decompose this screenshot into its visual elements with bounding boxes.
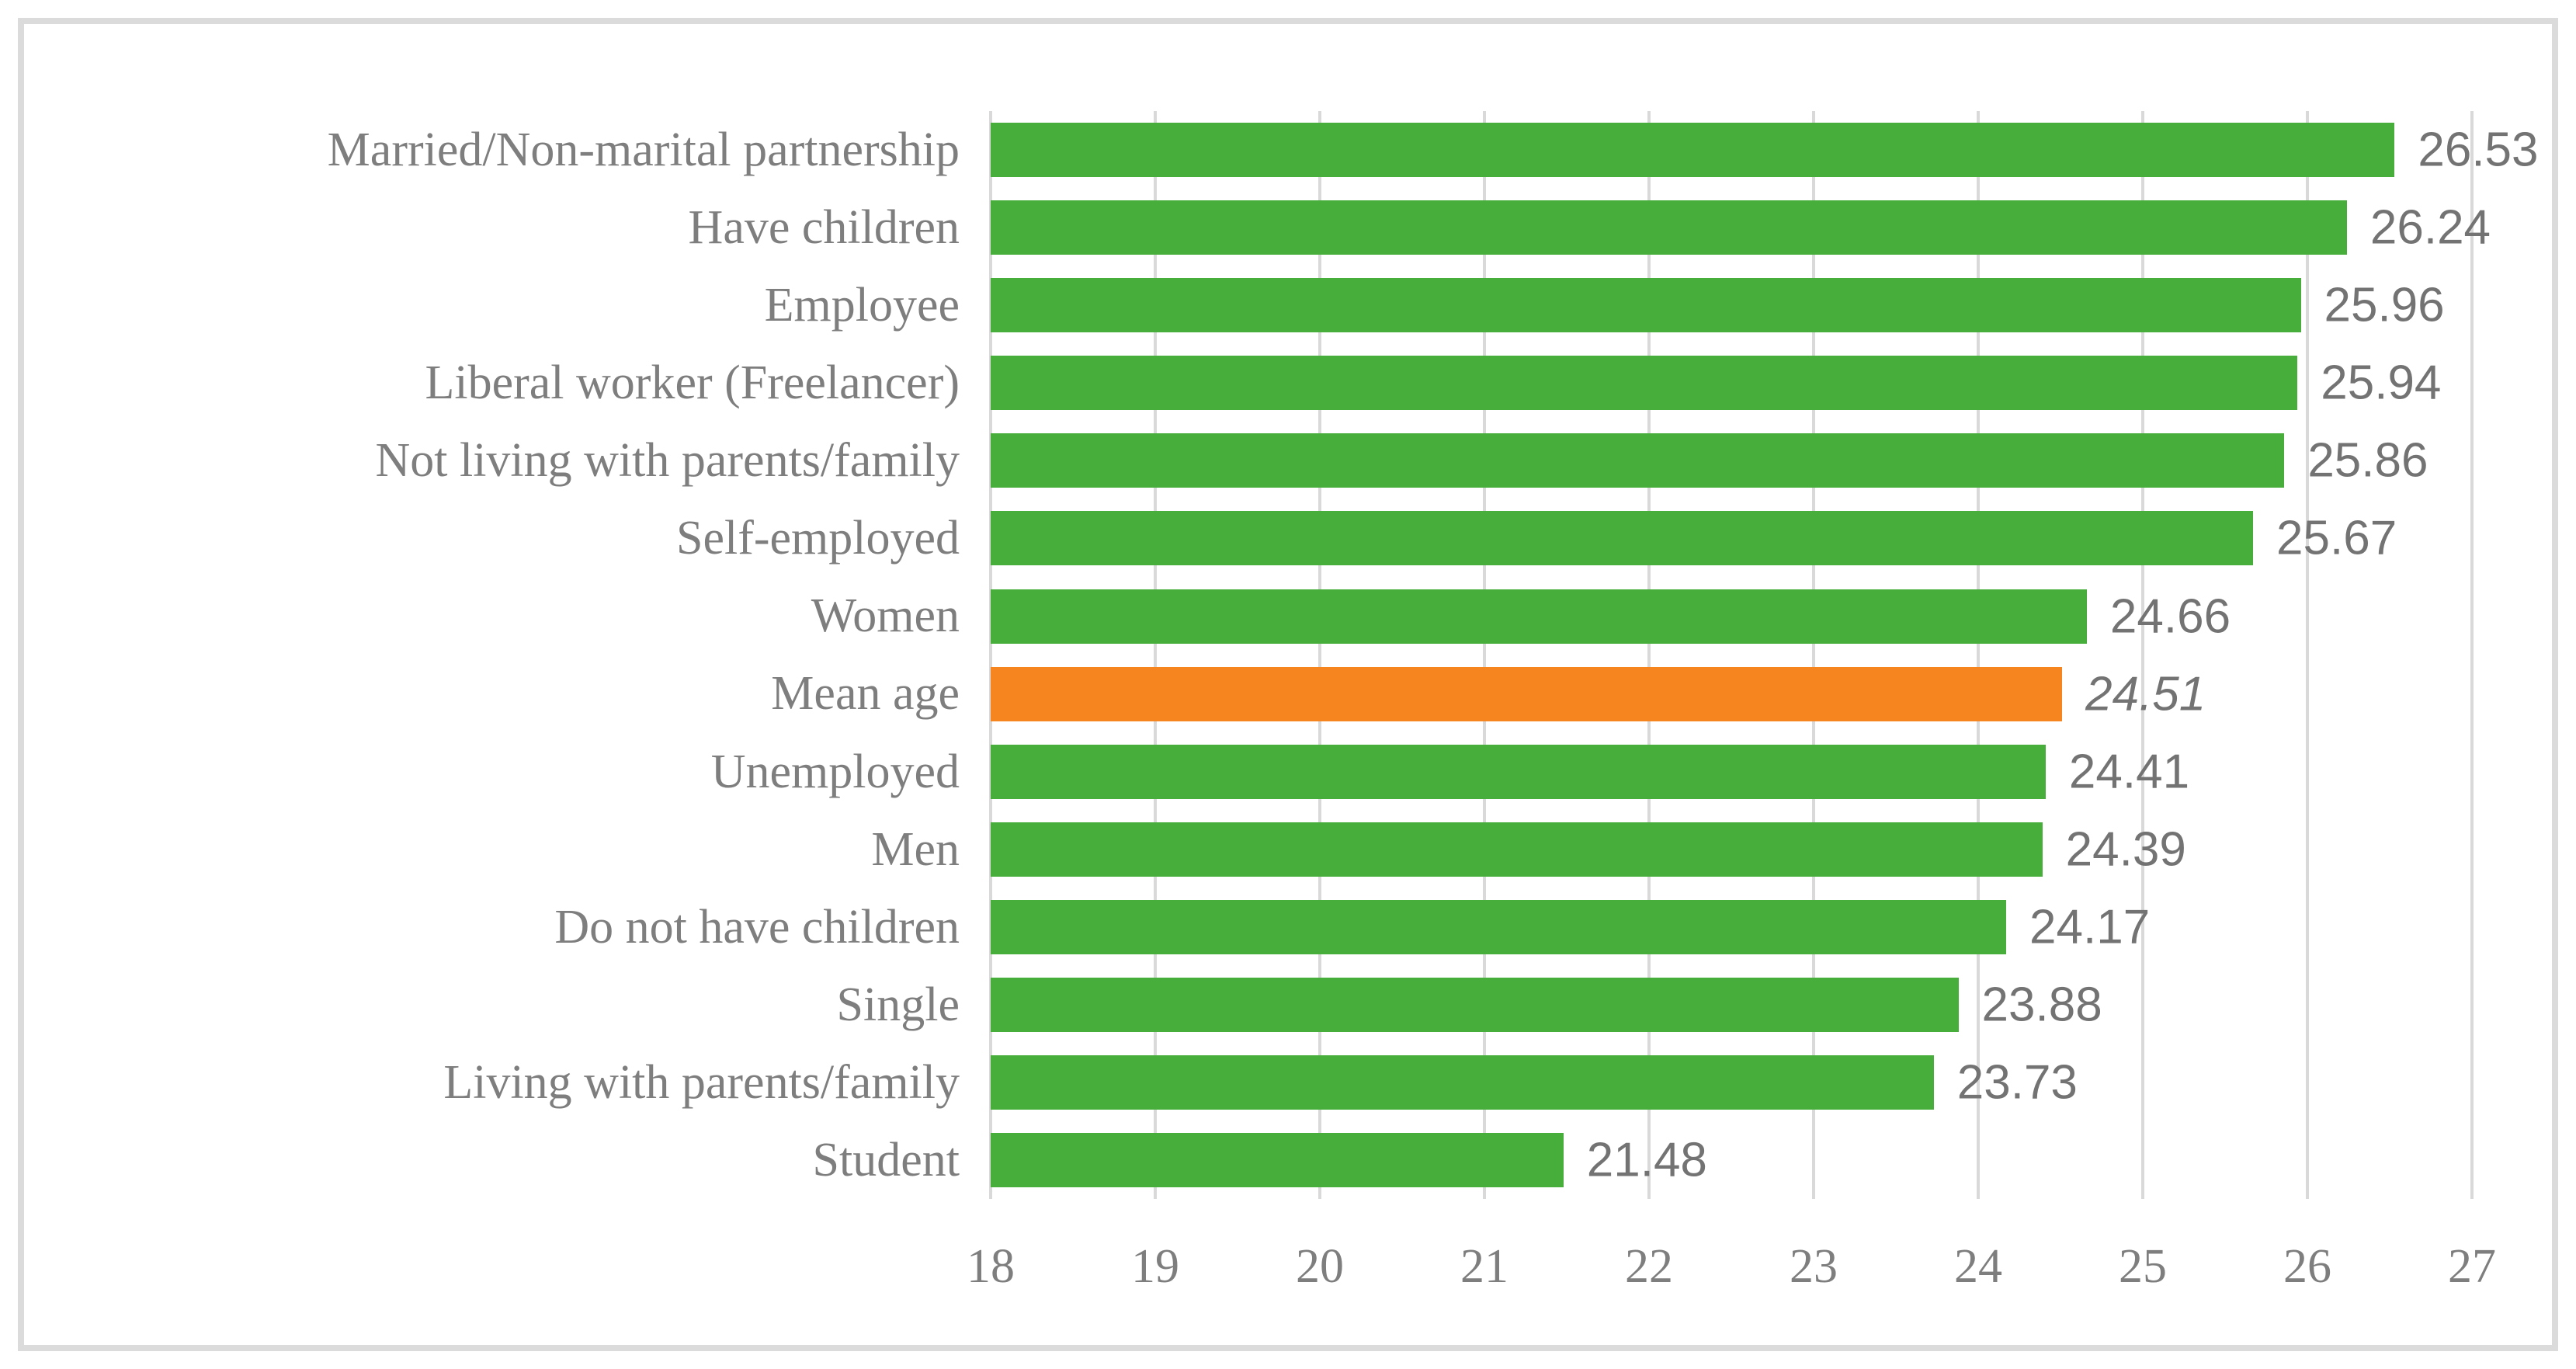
bar-track: 25.96 [991,266,2472,344]
gridline-20 [1318,111,1321,1199]
bar-track: 25.67 [991,499,2472,577]
value-label: 21.48 [1586,1133,1707,1187]
chart-frame: Married/Non-marital partnership 26.53 Have… [18,18,2558,1351]
x-tick-label-27: 27 [2448,1240,2496,1293]
chart-row: Self-employed 25.67 [24,499,2472,577]
x-tick-label-24: 24 [1953,1240,2002,1293]
value-label: 24.41 [2068,745,2190,799]
gridline-22 [1647,111,1651,1199]
x-tick-label-20: 20 [1296,1240,1344,1293]
x-tick-label-23: 23 [1790,1240,1838,1293]
value-label: 23.73 [1956,1055,2078,1110]
bar-track: 26.53 [991,111,2539,189]
value-label: 24.66 [2109,589,2231,643]
chart-row: Employee 25.96 [24,266,2472,344]
category-bar [991,123,2395,178]
chart-row: Women 24.66 [24,577,2472,655]
chart-row: Do not have children 24.17 [24,888,2472,966]
value-label: 25.67 [2276,511,2397,565]
gridline-19 [1154,111,1157,1199]
bar-track: 26.24 [991,189,2491,266]
category-label: Not living with parents/family [375,434,960,488]
chart-row: Living with parents/family 23.73 [24,1044,2472,1121]
bar-track: 24.39 [991,811,2472,888]
value-label: 26.53 [2418,123,2539,177]
x-tick-label-25: 25 [2119,1240,2167,1293]
category-label: Do not have children [554,900,960,954]
gridline-27 [2470,111,2474,1199]
bar-track: 24.17 [991,888,2472,966]
category-bar [991,278,2301,333]
value-label: 24.17 [2029,900,2151,954]
category-bar [991,433,2285,488]
category-label: Student [812,1133,960,1187]
gridline-21 [1482,111,1486,1199]
value-label: 24.51 [2085,667,2206,721]
x-tick-label-22: 22 [1625,1240,1673,1293]
x-tick-label-19: 19 [1131,1240,1179,1293]
chart-row: Married/Non-marital partnership 26.53 [24,111,2539,189]
chart-row: Student 21.48 [24,1121,2472,1199]
bar-track: 24.41 [991,733,2472,811]
bar-track: 21.48 [991,1121,2472,1199]
x-tick-label-21: 21 [1460,1240,1508,1293]
category-label: Liberal worker (Freelancer) [425,356,960,410]
category-bar [991,977,1959,1032]
gridline-18 [989,111,992,1199]
value-label: 24.39 [2065,822,2186,877]
bar-rows: Married/Non-marital partnership 26.53 Have… [24,111,2539,1199]
category-bar [991,200,2347,255]
chart-row: Liberal worker (Freelancer) 25.94 [24,344,2472,422]
category-bar [991,822,2043,877]
category-label: Men [871,822,960,876]
category-bar [991,1133,1564,1188]
chart-row: Single 23.88 [24,966,2472,1044]
category-label: Single [836,978,960,1031]
value-label: 25.96 [2324,278,2445,332]
gridlines [989,111,2474,1199]
chart-row: Unemployed 24.41 [24,733,2472,811]
chart-row: Mean age 24.51 [24,655,2472,733]
category-label: Unemployed [710,745,960,798]
category-bar [991,899,2007,954]
mean-age-bar [991,666,2063,721]
bar-track: 23.73 [991,1044,2472,1121]
gridline-25 [2141,111,2144,1199]
category-label: Living with parents/family [443,1055,960,1109]
category-bar [991,356,2298,411]
bar-track: 25.86 [991,422,2472,499]
gridline-23 [1812,111,1815,1199]
category-bar [991,511,2254,566]
chart-row: Men 24.39 [24,811,2472,888]
category-label: Women [811,589,960,643]
chart-row: Not living with parents/family 25.86 [24,422,2472,499]
category-label: Self-employed [675,512,960,565]
bar-track: 23.88 [991,966,2472,1044]
category-bar [991,744,2046,799]
bar-track: 24.51 [991,655,2472,733]
value-label: 25.94 [2321,356,2442,410]
category-label: Employee [764,279,960,332]
x-tick-label-26: 26 [2283,1240,2331,1293]
gridline-24 [1976,111,1980,1199]
category-label: Have children [688,201,960,255]
category-label: Mean age [771,667,960,721]
x-axis: 18 19 20 21 22 23 24 25 26 27 [967,1199,2496,1345]
value-label: 23.88 [1981,978,2102,1032]
category-label: Married/Non-marital partnership [327,123,960,176]
gridline-26 [2306,111,2309,1199]
x-tick-label-18: 18 [967,1240,1015,1293]
bar-track: 25.94 [991,344,2472,422]
value-label: 26.24 [2369,200,2491,255]
bar-track: 24.66 [991,577,2472,655]
value-label: 25.86 [2307,433,2428,488]
category-bar [991,589,2087,644]
chart-row: Have children 26.24 [24,189,2491,266]
category-bar [991,1055,1934,1110]
